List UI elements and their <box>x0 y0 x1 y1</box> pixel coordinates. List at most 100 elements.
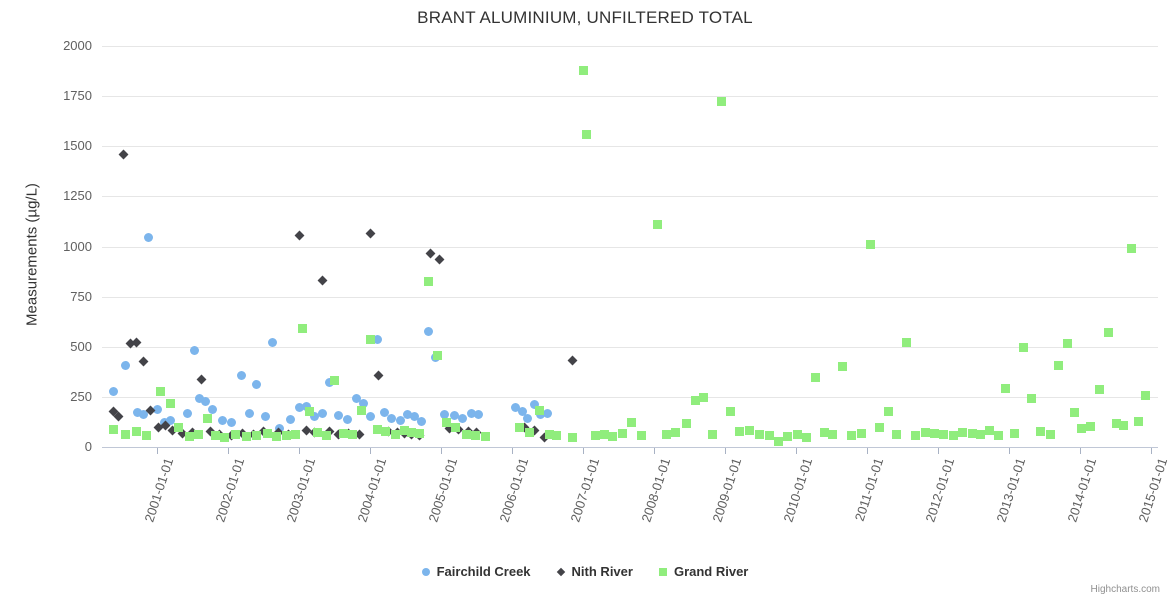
data-point[interactable] <box>480 432 490 442</box>
data-point[interactable] <box>208 405 218 415</box>
data-point[interactable] <box>1095 385 1105 395</box>
data-point[interactable] <box>395 416 405 426</box>
data-point[interactable] <box>636 431 646 441</box>
data-point[interactable] <box>196 374 207 385</box>
data-point[interactable] <box>354 430 365 440</box>
data-point[interactable] <box>138 410 148 420</box>
data-point[interactable] <box>608 432 618 442</box>
data-point[interactable] <box>108 387 118 397</box>
data-point[interactable] <box>218 416 228 426</box>
data-point[interactable] <box>118 149 129 160</box>
data-point[interactable] <box>348 430 358 440</box>
data-point[interactable] <box>120 430 130 440</box>
data-point[interactable] <box>530 400 540 410</box>
data-point[interactable] <box>286 415 296 425</box>
data-point[interactable] <box>402 410 412 420</box>
data-point[interactable] <box>819 428 829 438</box>
data-point[interactable] <box>252 431 262 441</box>
data-point[interactable] <box>312 428 322 438</box>
data-point[interactable] <box>811 373 821 383</box>
data-point[interactable] <box>168 426 178 436</box>
data-point[interactable] <box>145 405 156 416</box>
data-point[interactable] <box>837 362 847 372</box>
data-point[interactable] <box>113 411 124 422</box>
data-point[interactable] <box>392 428 403 438</box>
data-point[interactable] <box>866 239 876 249</box>
data-point[interactable] <box>131 427 141 437</box>
data-point[interactable] <box>773 437 783 447</box>
data-point[interactable] <box>1076 424 1086 434</box>
data-point[interactable] <box>534 406 544 416</box>
data-point[interactable] <box>330 376 340 386</box>
data-point[interactable] <box>274 424 284 434</box>
data-point[interactable] <box>717 96 727 106</box>
data-point[interactable] <box>294 403 304 413</box>
data-point[interactable] <box>783 432 793 442</box>
data-point[interactable] <box>551 431 561 441</box>
data-point[interactable] <box>828 430 838 440</box>
data-point[interactable] <box>372 425 382 435</box>
data-point[interactable] <box>423 277 433 287</box>
data-point[interactable] <box>406 428 416 438</box>
data-point[interactable] <box>543 409 553 419</box>
data-point[interactable] <box>466 409 476 419</box>
data-point[interactable] <box>792 430 802 440</box>
data-point[interactable] <box>194 430 204 440</box>
data-point[interactable] <box>591 431 601 441</box>
data-point[interactable] <box>463 427 474 437</box>
data-point[interactable] <box>202 414 212 424</box>
data-point[interactable] <box>237 429 248 439</box>
data-point[interactable] <box>195 394 205 404</box>
data-point[interactable] <box>745 426 755 436</box>
data-point[interactable] <box>160 420 171 431</box>
data-point[interactable] <box>653 219 663 229</box>
data-point[interactable] <box>617 429 627 439</box>
data-point[interactable] <box>662 430 672 440</box>
data-point[interactable] <box>1000 384 1010 394</box>
data-point[interactable] <box>1126 244 1136 253</box>
data-point[interactable] <box>301 402 311 412</box>
data-point[interactable] <box>165 416 175 426</box>
data-point[interactable] <box>929 429 939 439</box>
data-point[interactable] <box>470 431 480 441</box>
data-point[interactable] <box>381 427 391 437</box>
data-point[interactable] <box>174 423 184 433</box>
data-point[interactable] <box>568 433 578 443</box>
data-point[interactable] <box>317 275 327 286</box>
data-point[interactable] <box>310 412 320 422</box>
data-point[interactable] <box>182 409 192 419</box>
data-point[interactable] <box>282 431 292 441</box>
data-point[interactable] <box>324 427 335 437</box>
data-point[interactable] <box>305 407 315 417</box>
data-point[interactable] <box>365 412 375 422</box>
data-point[interactable] <box>1140 391 1150 401</box>
data-point[interactable] <box>156 387 166 397</box>
data-point[interactable] <box>309 428 320 438</box>
data-point[interactable] <box>177 429 188 439</box>
data-point[interactable] <box>344 429 354 439</box>
data-point[interactable] <box>258 427 269 437</box>
data-point[interactable] <box>416 417 426 427</box>
data-point[interactable] <box>425 248 436 259</box>
data-point[interactable] <box>399 429 410 439</box>
data-point[interactable] <box>409 412 419 422</box>
data-point[interactable] <box>450 423 460 433</box>
data-point[interactable] <box>211 431 221 441</box>
data-point[interactable] <box>883 407 893 417</box>
data-point[interactable] <box>227 418 237 428</box>
data-point[interactable] <box>1027 394 1037 404</box>
data-point[interactable] <box>949 431 959 441</box>
data-point[interactable] <box>291 430 301 440</box>
data-point[interactable] <box>184 432 194 442</box>
data-point[interactable] <box>144 232 154 242</box>
data-point[interactable] <box>1112 419 1122 429</box>
data-point[interactable] <box>351 394 361 404</box>
data-point[interactable] <box>875 423 885 433</box>
data-point[interactable] <box>187 428 198 438</box>
data-point[interactable] <box>272 432 282 442</box>
data-point[interactable] <box>525 428 535 438</box>
data-point[interactable] <box>1054 361 1064 371</box>
data-point[interactable] <box>1133 417 1143 427</box>
data-point[interactable] <box>245 409 255 419</box>
data-point[interactable] <box>764 431 774 441</box>
